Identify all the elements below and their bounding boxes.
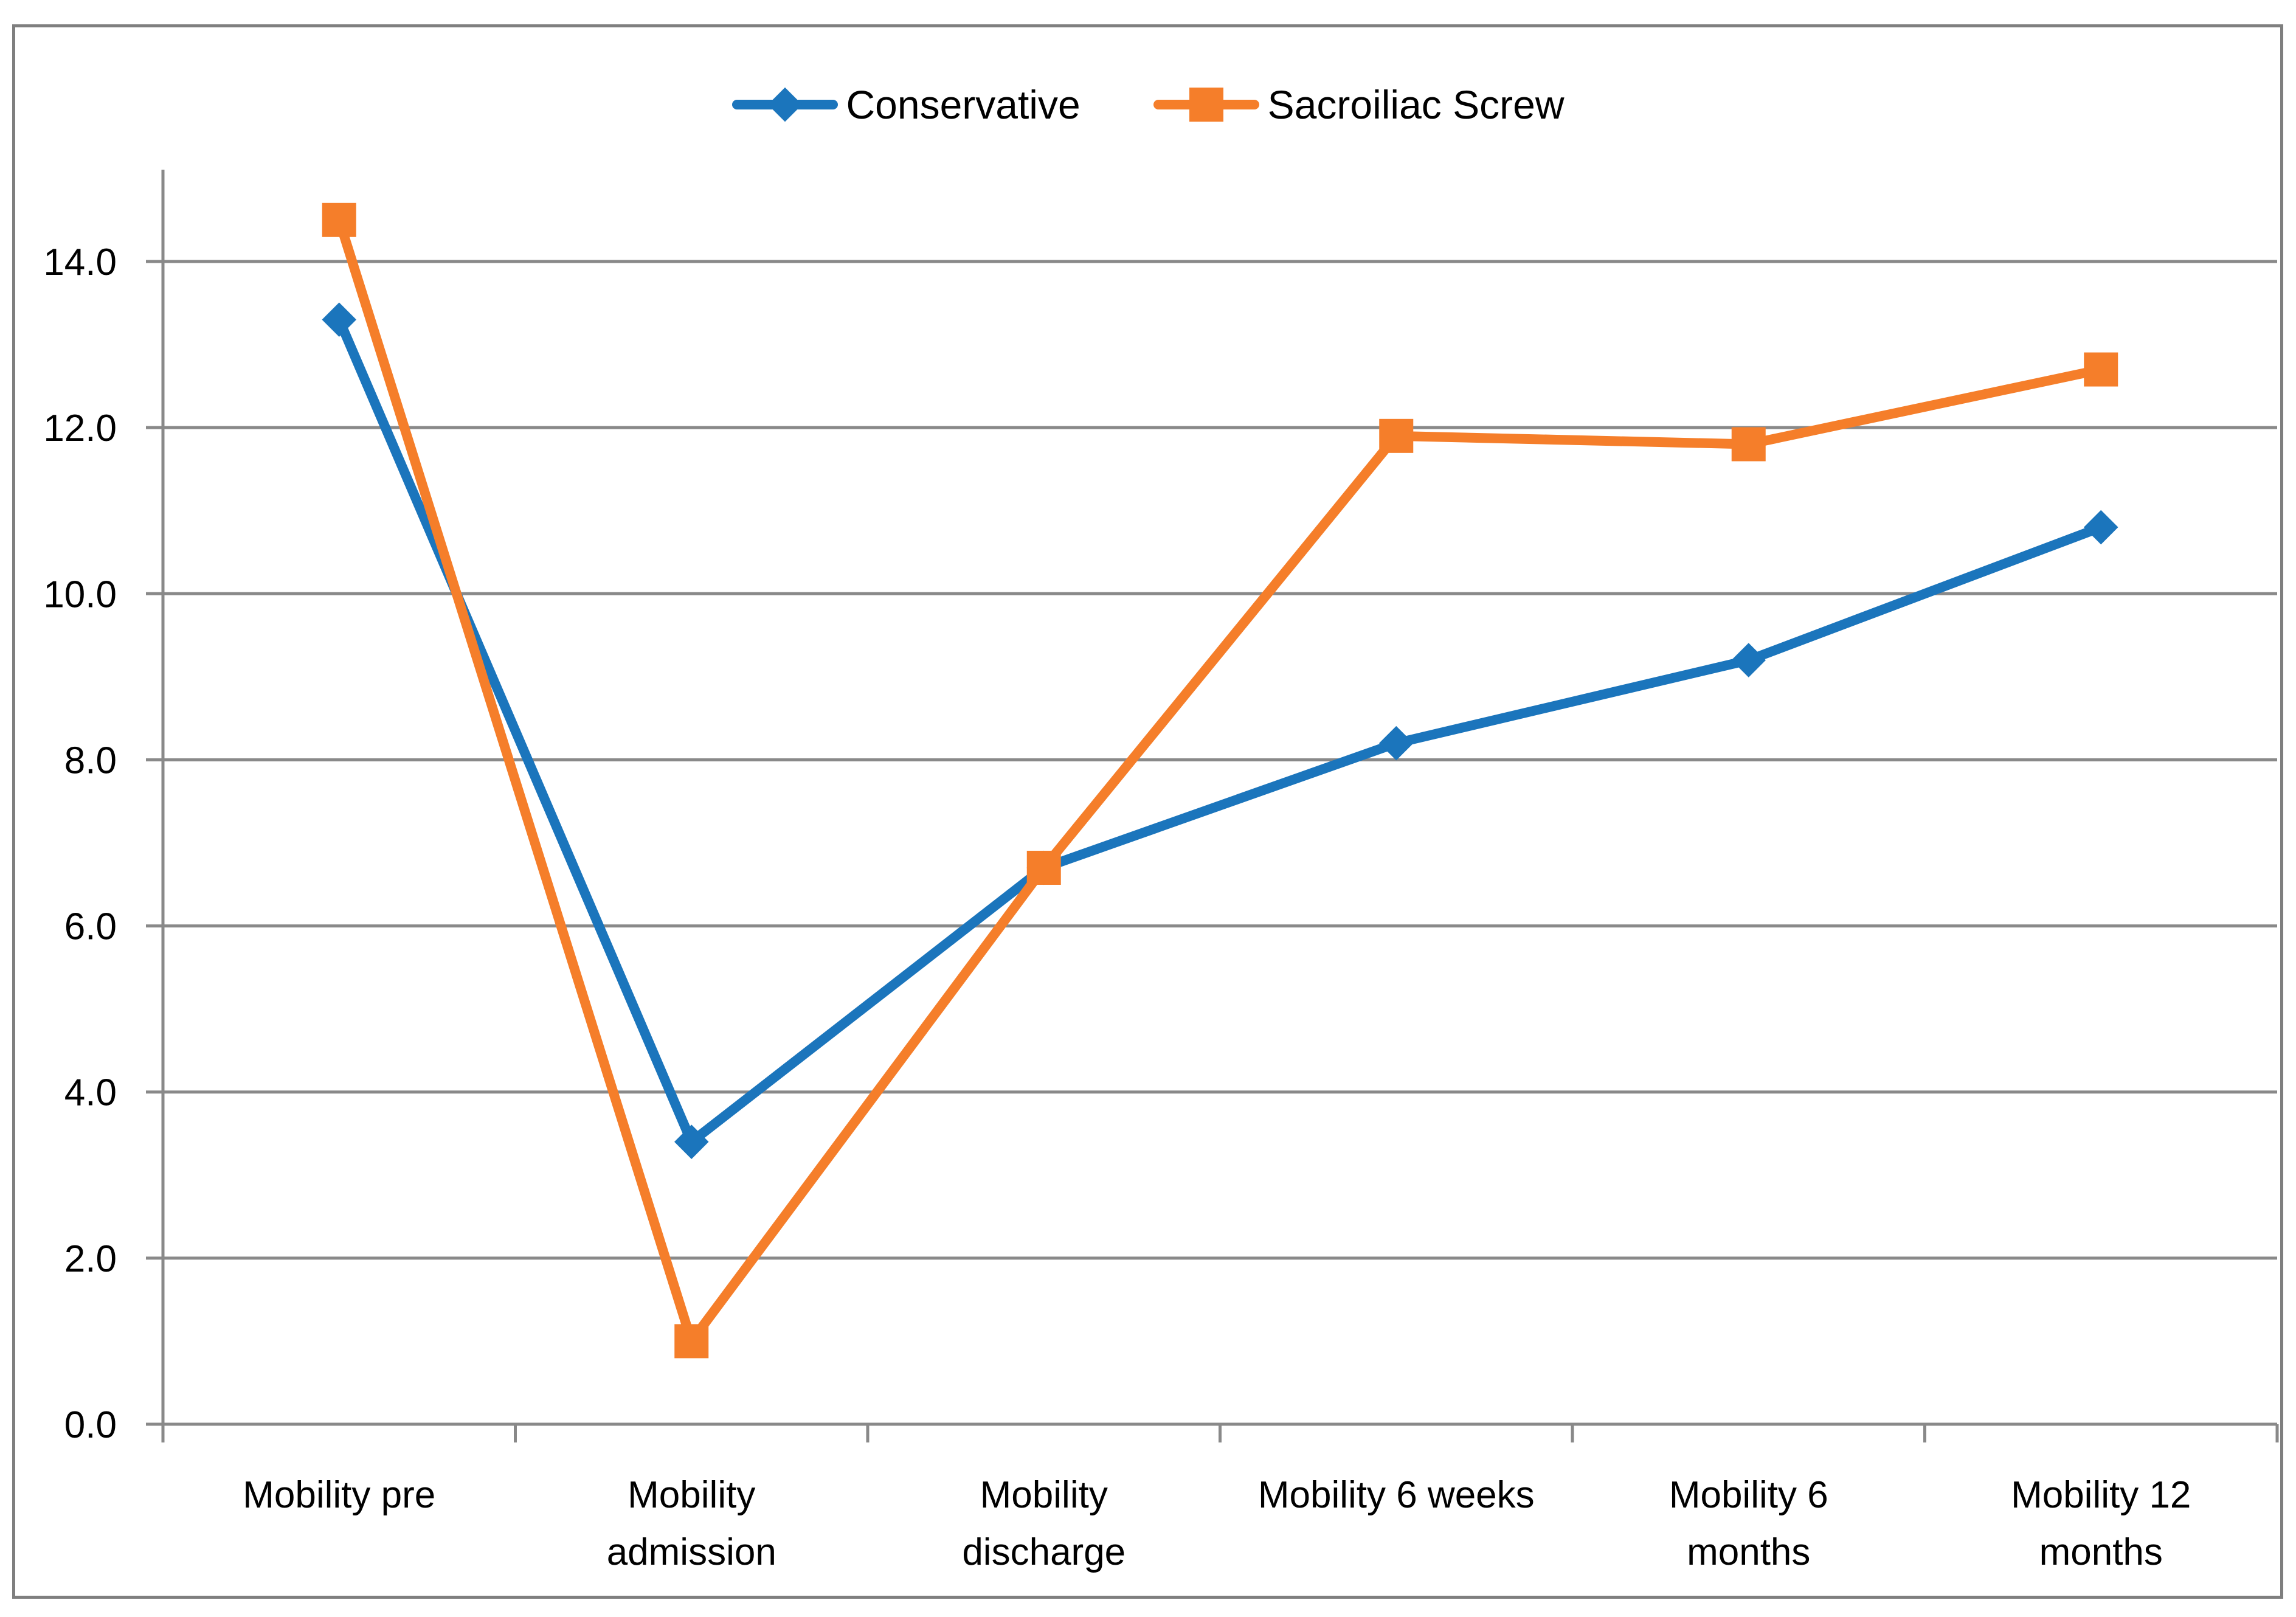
data-point-sacroiliac-screw xyxy=(1731,427,1766,462)
y-tick-label: 14.0 xyxy=(43,241,117,283)
legend-item-sacroiliac-screw: Sacroiliac Screw xyxy=(1153,75,1565,134)
x-category-label: Mobility admission xyxy=(606,1474,776,1573)
x-category-label: Mobility discharge xyxy=(962,1474,1126,1573)
series-line-sacroiliac-screw xyxy=(334,215,2106,1346)
legend-diamond-marker-icon xyxy=(731,75,838,134)
data-point-conservative xyxy=(1731,643,1766,677)
legend: Conservative Sacroiliac Screw xyxy=(0,68,2296,141)
square-icon xyxy=(1189,88,1223,122)
figure-border xyxy=(12,24,2283,1599)
y-tick-label: 10.0 xyxy=(43,573,117,615)
y-tick-label: 6.0 xyxy=(64,906,117,948)
data-point-sacroiliac-screw xyxy=(1379,418,1414,453)
data-point-conservative xyxy=(2083,510,2118,545)
y-tick-label: 0.0 xyxy=(64,1404,117,1446)
data-point-sacroiliac-screw xyxy=(322,203,356,237)
legend-square-marker-icon xyxy=(1153,75,1259,134)
y-tick-label: 12.0 xyxy=(43,407,117,449)
legend-label-conservative: Conservative xyxy=(846,82,1081,127)
y-tick-label: 8.0 xyxy=(64,739,117,781)
data-point-sacroiliac-screw xyxy=(674,1324,709,1359)
data-point-sacroiliac-screw xyxy=(1026,850,1061,885)
y-tick-label: 4.0 xyxy=(64,1072,117,1114)
x-category-label: Mobility 6 months xyxy=(1668,1474,1828,1573)
x-category-label: Mobility 12 months xyxy=(2011,1474,2191,1573)
data-point-conservative xyxy=(674,1124,709,1159)
legend-item-conservative: Conservative xyxy=(731,75,1081,134)
y-tick-label: 2.0 xyxy=(64,1238,117,1280)
data-point-sacroiliac-screw xyxy=(2084,352,2118,387)
x-category-label: Mobility pre xyxy=(243,1474,436,1516)
series-line-conservative xyxy=(334,314,2106,1147)
x-category-label: Mobility 6 weeks xyxy=(1257,1474,1535,1516)
data-point-conservative xyxy=(1378,725,1414,761)
data-point-conservative xyxy=(322,302,357,337)
legend-label-sacroiliac-screw: Sacroiliac Screw xyxy=(1267,82,1565,127)
